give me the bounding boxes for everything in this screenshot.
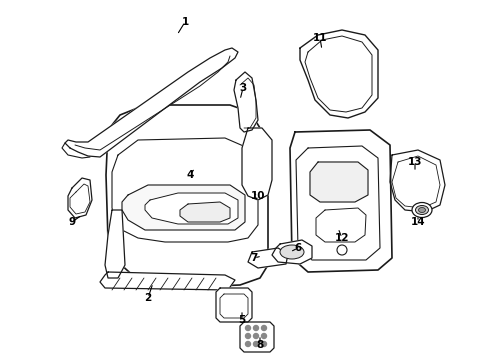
Ellipse shape bbox=[416, 206, 428, 215]
Polygon shape bbox=[106, 105, 268, 288]
Text: 6: 6 bbox=[294, 243, 302, 253]
Polygon shape bbox=[290, 130, 392, 272]
Text: 5: 5 bbox=[238, 315, 245, 325]
Circle shape bbox=[262, 333, 267, 338]
Polygon shape bbox=[242, 128, 272, 200]
Circle shape bbox=[262, 342, 267, 346]
Text: 11: 11 bbox=[313, 33, 327, 43]
Text: 13: 13 bbox=[408, 157, 422, 167]
Polygon shape bbox=[65, 48, 238, 157]
Polygon shape bbox=[272, 240, 312, 264]
Text: 7: 7 bbox=[250, 253, 258, 263]
Ellipse shape bbox=[418, 207, 425, 212]
Text: 12: 12 bbox=[335, 233, 349, 243]
Polygon shape bbox=[310, 162, 368, 202]
Polygon shape bbox=[180, 202, 230, 222]
Circle shape bbox=[245, 342, 250, 346]
Text: 8: 8 bbox=[256, 340, 264, 350]
Polygon shape bbox=[216, 288, 252, 322]
Circle shape bbox=[262, 325, 267, 330]
Polygon shape bbox=[122, 185, 245, 230]
Ellipse shape bbox=[280, 245, 304, 259]
Polygon shape bbox=[145, 193, 238, 224]
Polygon shape bbox=[100, 272, 235, 290]
Polygon shape bbox=[300, 30, 378, 118]
Text: 4: 4 bbox=[186, 170, 194, 180]
Ellipse shape bbox=[412, 202, 432, 217]
Text: 14: 14 bbox=[411, 217, 425, 227]
Circle shape bbox=[245, 333, 250, 338]
Polygon shape bbox=[240, 322, 274, 352]
Text: 3: 3 bbox=[240, 83, 246, 93]
Text: 10: 10 bbox=[251, 191, 265, 201]
Circle shape bbox=[253, 325, 259, 330]
Circle shape bbox=[245, 325, 250, 330]
Polygon shape bbox=[248, 248, 288, 268]
Polygon shape bbox=[390, 150, 445, 212]
Polygon shape bbox=[68, 178, 92, 218]
Polygon shape bbox=[105, 210, 125, 278]
Circle shape bbox=[253, 342, 259, 346]
Polygon shape bbox=[234, 72, 258, 132]
Circle shape bbox=[253, 333, 259, 338]
Text: 9: 9 bbox=[69, 217, 75, 227]
Text: 2: 2 bbox=[145, 293, 151, 303]
Text: 1: 1 bbox=[181, 17, 189, 27]
